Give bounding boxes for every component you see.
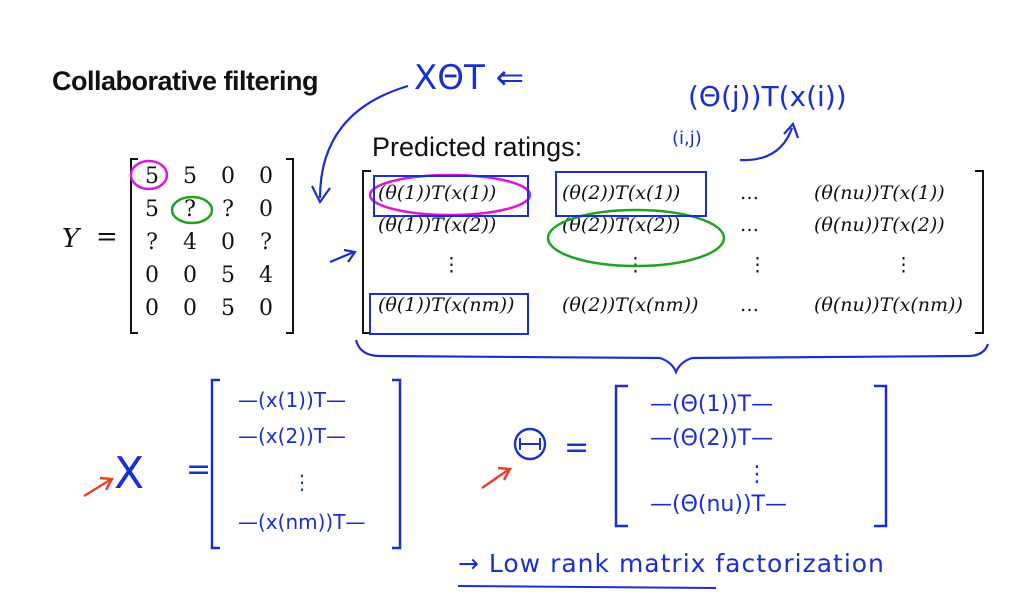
x-matrix-left-bracket	[210, 378, 220, 550]
x-matrix-row: —(x(nm))T—	[238, 510, 366, 534]
matrix-cell: 0	[183, 296, 197, 321]
predicted-cell: …	[740, 294, 759, 316]
highlight-circle-y11	[129, 159, 169, 191]
theta-j-x-i-note: (Θ(j))T(x(i))	[688, 80, 847, 113]
y-label: Y	[62, 224, 80, 254]
y-equals: =	[96, 222, 118, 252]
predicted-cell: (θ(1))T(x(2))	[378, 214, 497, 236]
predicted-cell: (θ(1))T(x(1))	[378, 182, 497, 204]
matrix-cell: 0	[259, 296, 273, 321]
predicted-cell: (θ(nu))T(x(1))	[814, 182, 945, 204]
predicted-cell: (θ(1))T(x(nm))	[378, 294, 515, 316]
x-matrix-row: ⋮	[292, 470, 312, 494]
x-theta-transpose-note: XΘT ⇐	[414, 58, 525, 98]
ij-note: (i,j)	[672, 128, 702, 149]
theta-matrix-row: —(Θ(2))T—	[650, 426, 774, 451]
predicted-cell: (θ(nu))T(x(2))	[814, 214, 945, 236]
highlight-circle-y22	[170, 195, 214, 225]
matrix-cell: 0	[145, 296, 159, 321]
matrix-cell: 0	[221, 164, 235, 189]
matrix-cell: ?	[260, 230, 272, 255]
theta-matrix-equals: =	[564, 430, 590, 465]
predicted-ratings-matrix: (θ(1))T(x(1)) (θ(2))T(x(1)) … (θ(nu))T(x(1)…	[362, 170, 984, 334]
matrix-cell: 0	[259, 164, 273, 189]
predicted-cell: …	[740, 214, 759, 236]
matrix-cell: 4	[259, 263, 273, 288]
matrix-cell: ?	[184, 197, 196, 222]
theta-symbol-icon	[513, 427, 547, 461]
predicted-cell: (θ(nu))T(x(nm))	[814, 294, 963, 316]
red-arrow-theta	[481, 466, 512, 489]
highlight-circle-p11	[368, 173, 532, 217]
matrix-cell: 5	[183, 164, 197, 189]
matrix-cell: 5	[145, 164, 159, 189]
predicted-cell: ⋮	[748, 254, 767, 276]
predicted-ratings-title: Predicted ratings:	[372, 132, 583, 162]
theta-matrix-right-bracket	[874, 384, 888, 528]
matrix-cell: 0	[259, 197, 273, 222]
matrix-cell: ?	[146, 230, 158, 255]
matrix-cell: 0	[221, 230, 235, 255]
red-arrow-x	[83, 476, 114, 498]
highlight-box-p11	[373, 175, 529, 217]
matrix-cell: 5	[221, 296, 235, 321]
curved-arrow	[318, 84, 409, 199]
predicted-cell: (θ(2))T(x(2))	[562, 214, 681, 236]
underbrace	[354, 339, 990, 375]
predicted-cell: (θ(2))T(x(nm))	[562, 294, 699, 316]
predicted-cell: ⋮	[894, 254, 913, 276]
highlight-box-p12	[555, 171, 707, 217]
x-matrix-rows: —(x(1))T— —(x(2))T— ⋮ —(x(nm))T—	[232, 388, 392, 548]
x-matrix-row: —(x(1))T—	[238, 388, 346, 412]
predicted-cell: …	[740, 182, 759, 204]
theta-matrix-rows: —(Θ(1))T— —(Θ(2))T— ⋮ —(Θ(nu))T—	[636, 392, 872, 526]
matrix-cell: 4	[183, 230, 197, 255]
matrix-cell: 0	[183, 263, 197, 288]
highlight-circle-p22	[546, 208, 726, 268]
ij-arrow	[739, 121, 800, 162]
matrix-cell: ?	[222, 197, 234, 222]
ratings-matrix: 5 5 0 0 5?? 0? 4 0? 0 0 5 4 0 0 5 0	[130, 158, 294, 334]
low-rank-footer: → Low rank matrix factorization	[458, 549, 885, 578]
x-matrix-row: —(x(2))T—	[238, 424, 346, 448]
predicted-cell: (θ(2))T(x(1))	[562, 182, 681, 204]
x-matrix-right-bracket	[392, 378, 402, 550]
slide-title: Collaborative filtering	[52, 66, 319, 96]
matrix-cell: 5	[145, 197, 159, 222]
x-matrix-equals: =	[186, 452, 212, 487]
theta-matrix-row: —(Θ(1))T—	[650, 392, 774, 417]
theta-matrix-left-bracket	[614, 384, 628, 528]
theta-matrix-row: —(Θ(nu))T—	[650, 492, 787, 517]
highlight-box-pm1	[369, 293, 529, 335]
matrix-cell: 5	[221, 263, 235, 288]
predicted-cell: ⋮	[442, 254, 461, 276]
matrix-cell: 0	[145, 263, 159, 288]
theta-matrix-row: ⋮	[746, 462, 768, 487]
footer-underline	[457, 585, 717, 589]
matrix-pointer-arrow	[329, 248, 357, 264]
x-matrix-label: X	[114, 448, 145, 499]
